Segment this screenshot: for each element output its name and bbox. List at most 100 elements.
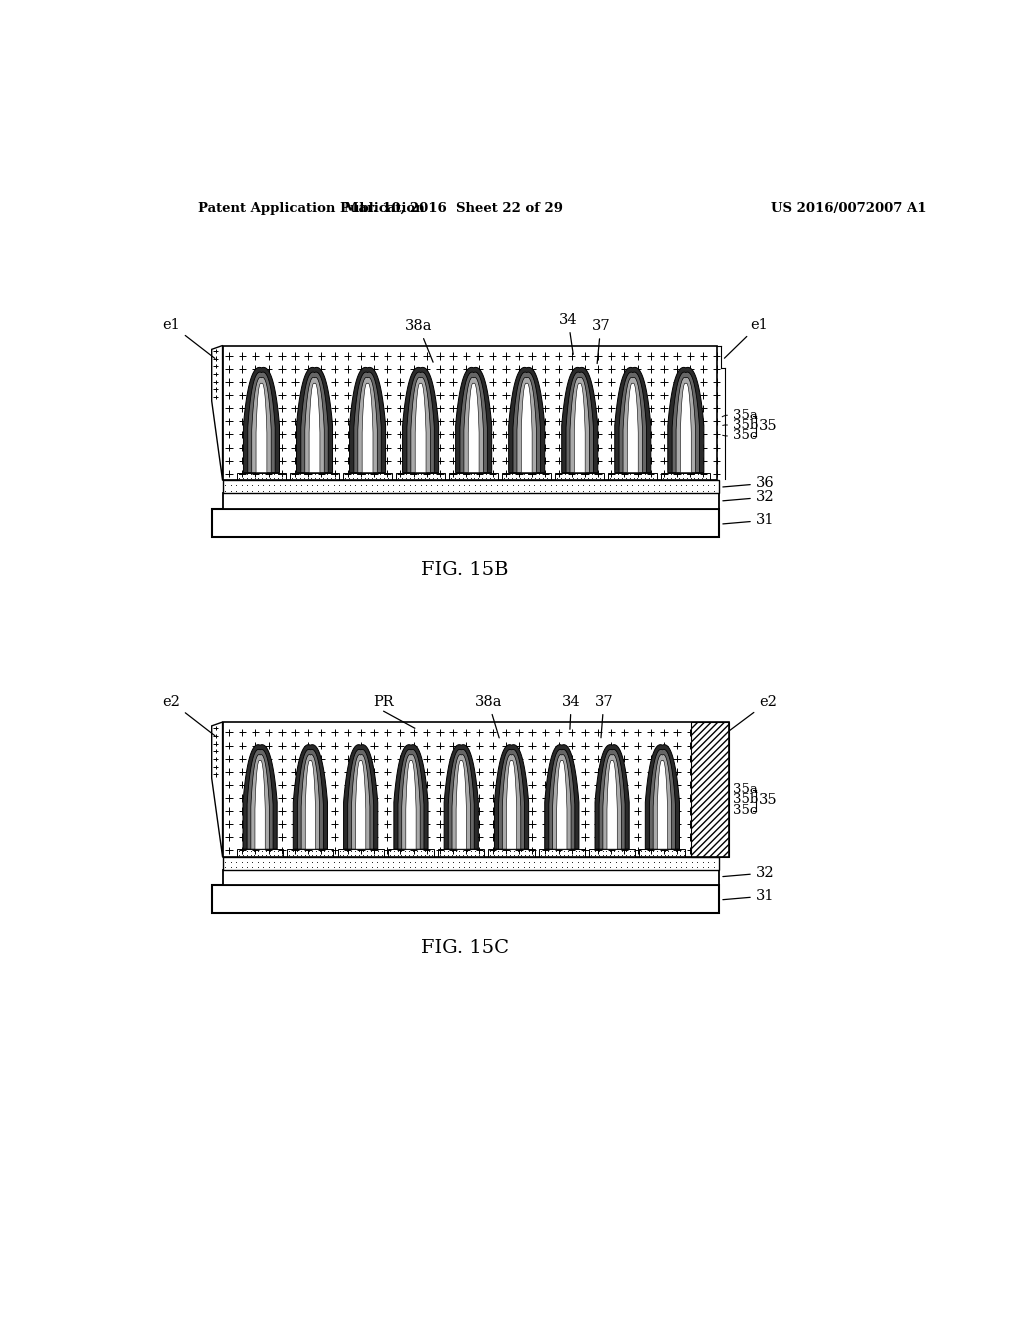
Polygon shape	[348, 750, 374, 849]
Text: 38a: 38a	[475, 696, 502, 738]
Polygon shape	[351, 755, 370, 849]
Bar	[290, 473, 339, 480]
Polygon shape	[452, 755, 470, 849]
Polygon shape	[521, 383, 532, 473]
Bar	[222, 494, 719, 508]
Polygon shape	[297, 367, 333, 473]
Polygon shape	[305, 760, 315, 849]
Polygon shape	[614, 367, 651, 473]
Text: 34: 34	[562, 696, 581, 729]
Polygon shape	[623, 378, 642, 473]
Text: 35a: 35a	[732, 783, 758, 796]
Polygon shape	[394, 744, 428, 849]
Bar	[503, 473, 551, 480]
Text: 35c: 35c	[732, 429, 757, 442]
Polygon shape	[362, 383, 373, 473]
Bar	[438, 849, 484, 857]
Polygon shape	[499, 750, 524, 849]
Polygon shape	[309, 383, 319, 473]
Polygon shape	[354, 372, 381, 473]
Polygon shape	[251, 755, 269, 849]
Polygon shape	[243, 744, 278, 849]
Polygon shape	[645, 744, 680, 849]
Bar	[589, 849, 635, 857]
Polygon shape	[574, 383, 585, 473]
Polygon shape	[553, 755, 571, 849]
Polygon shape	[566, 372, 594, 473]
Polygon shape	[557, 760, 567, 849]
Bar	[488, 849, 535, 857]
Polygon shape	[517, 378, 537, 473]
Bar	[438, 849, 484, 857]
Bar	[222, 722, 729, 857]
Text: e2: e2	[725, 696, 777, 734]
Bar	[212, 508, 719, 537]
Polygon shape	[255, 760, 265, 849]
Text: 35a: 35a	[732, 409, 758, 422]
Text: 34: 34	[559, 313, 578, 354]
Polygon shape	[456, 760, 466, 849]
Polygon shape	[649, 750, 676, 849]
Bar	[222, 480, 719, 494]
Bar	[608, 473, 657, 480]
Bar	[222, 857, 719, 870]
Text: 35b: 35b	[732, 793, 758, 807]
Bar	[338, 849, 384, 857]
Bar	[212, 884, 719, 913]
Polygon shape	[301, 372, 329, 473]
Polygon shape	[411, 378, 430, 473]
Bar	[503, 473, 551, 480]
Polygon shape	[599, 750, 625, 849]
Polygon shape	[653, 755, 672, 849]
Polygon shape	[620, 372, 646, 473]
Bar	[450, 473, 498, 480]
Bar	[396, 473, 445, 480]
Text: 35: 35	[759, 418, 777, 433]
Polygon shape	[301, 755, 319, 849]
Polygon shape	[668, 367, 703, 473]
Bar	[639, 849, 685, 857]
Bar	[662, 473, 711, 480]
Text: Mar. 10, 2016  Sheet 22 of 29: Mar. 10, 2016 Sheet 22 of 29	[344, 202, 563, 215]
Polygon shape	[247, 750, 273, 849]
Bar	[237, 849, 284, 857]
Text: e2: e2	[163, 696, 215, 735]
Polygon shape	[293, 744, 328, 849]
Polygon shape	[676, 378, 695, 473]
Polygon shape	[628, 383, 638, 473]
Polygon shape	[355, 760, 366, 849]
Text: Patent Application Publication: Patent Application Publication	[198, 202, 425, 215]
Polygon shape	[507, 760, 517, 849]
Polygon shape	[460, 372, 487, 473]
Polygon shape	[509, 367, 545, 473]
Bar	[222, 346, 717, 480]
Polygon shape	[680, 383, 691, 473]
Bar	[238, 473, 286, 480]
Bar	[555, 473, 604, 480]
Bar	[343, 473, 392, 480]
Text: PR: PR	[374, 696, 394, 709]
Text: 31: 31	[723, 890, 774, 903]
Text: US 2016/0072007 A1: US 2016/0072007 A1	[771, 202, 927, 215]
Text: 38a: 38a	[404, 319, 433, 362]
Text: 37: 37	[595, 696, 613, 738]
Bar	[288, 849, 334, 857]
Polygon shape	[248, 372, 275, 473]
Text: 32: 32	[723, 490, 774, 504]
Polygon shape	[657, 760, 668, 849]
Bar	[555, 473, 604, 480]
Polygon shape	[244, 367, 280, 473]
Text: 35b: 35b	[732, 418, 758, 432]
Polygon shape	[570, 378, 590, 473]
Bar	[488, 849, 535, 857]
Bar	[539, 849, 585, 857]
Bar	[662, 473, 711, 480]
Polygon shape	[456, 367, 492, 473]
Bar	[608, 473, 657, 480]
Bar	[691, 722, 729, 857]
Bar	[539, 849, 585, 857]
Polygon shape	[305, 378, 325, 473]
Bar	[222, 722, 691, 857]
Polygon shape	[549, 750, 574, 849]
Polygon shape	[449, 750, 474, 849]
